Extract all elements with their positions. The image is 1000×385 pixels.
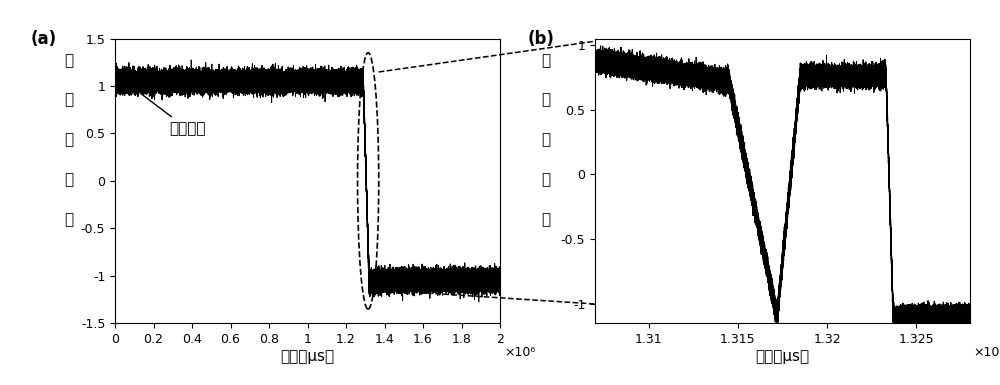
Text: ×10⁶: ×10⁶	[974, 346, 1000, 359]
Text: 小: 小	[64, 172, 73, 187]
Text: （: （	[64, 132, 73, 147]
Text: （: （	[542, 132, 551, 147]
Text: 小: 小	[542, 172, 551, 187]
X-axis label: 时间（μs）: 时间（μs）	[280, 349, 335, 364]
Text: (b): (b)	[528, 30, 554, 48]
Text: 度: 度	[64, 93, 73, 108]
Text: 度: 度	[542, 93, 551, 108]
Text: 点火起点: 点火起点	[128, 84, 205, 136]
Text: ）: ）	[64, 212, 73, 227]
Text: 长: 长	[64, 53, 73, 68]
X-axis label: 时间（μs）: 时间（μs）	[755, 349, 810, 364]
Text: ×10⁶: ×10⁶	[504, 346, 535, 359]
Text: 长: 长	[542, 53, 551, 68]
Text: ）: ）	[542, 212, 551, 227]
Text: (a): (a)	[30, 30, 56, 48]
